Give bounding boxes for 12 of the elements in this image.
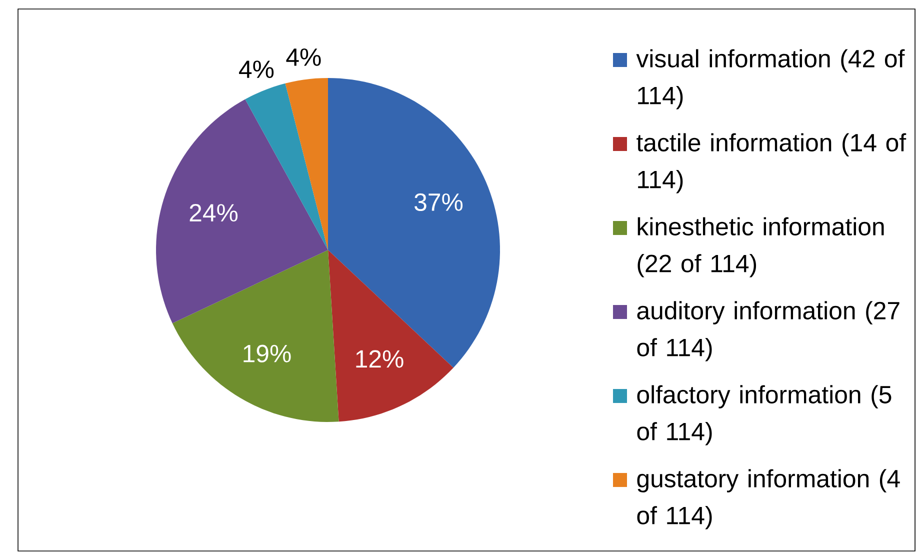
data-label: 24% [190,204,238,222]
legend-label: tactile information (14 of 114) [636,133,906,194]
data-label: 4% [239,60,274,78]
legend-label: olfactory information (5 of 114) [637,385,892,446]
legend-label: kinesthetic information (22 of 114) [638,217,884,278]
legend-label: auditory information (27 of 114) [637,301,900,362]
data-label: 37% [414,193,463,211]
data-label: 19% [244,344,291,362]
data-label: 4% [286,48,321,66]
legend-label: visual information (42 of 114) [636,49,905,110]
data-label: 12% [356,350,404,368]
legend-label: gustatory information (4 of 114) [637,469,900,530]
